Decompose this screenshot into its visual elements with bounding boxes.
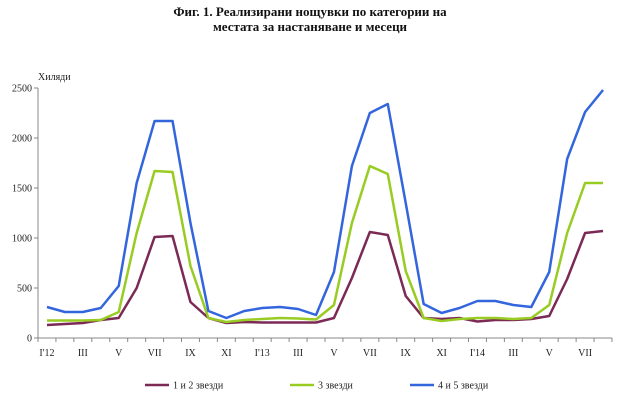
series-line-3	[46, 89, 604, 320]
chart-title-line-1: Фиг. 1. Реализирани нощувки по категории…	[173, 4, 447, 19]
x-tick-label: V	[330, 348, 338, 359]
series-lines	[46, 89, 604, 327]
x-tick-label: XI	[221, 348, 232, 359]
x-tick-label: V	[115, 348, 123, 359]
y-axis-unit: Хиляди	[38, 72, 71, 83]
x-tick-label: XI	[436, 348, 447, 359]
x-tick-label: III	[293, 348, 303, 359]
y-tick-label: 500	[17, 284, 32, 295]
x-tick-label: VII	[363, 348, 377, 359]
series-line-2	[46, 164, 604, 324]
y-tick-label: 0	[27, 334, 32, 345]
x-tick-label: III	[78, 348, 88, 359]
legend-label: 3 звезди	[318, 381, 354, 392]
y-tick-label: 2000	[12, 134, 32, 145]
x-tick-label: I'13	[255, 348, 270, 359]
legend-label: 4 и 5 звезди	[438, 381, 489, 392]
x-tick-label: VII	[148, 348, 162, 359]
chart-title-line-2: местата за настаняване и месеци	[213, 19, 408, 34]
x-tick-label: III	[508, 348, 518, 359]
legend: 1 и 2 звезди 3 звезди 4 и 5 звезди	[145, 381, 489, 392]
x-tick-label: I'12	[39, 348, 54, 359]
y-tick-label: 2500	[12, 84, 32, 95]
legend-label: 1 и 2 звезди	[173, 381, 224, 392]
y-tick-label: 1000	[12, 234, 32, 245]
x-tick-label: IX	[400, 348, 411, 359]
x-tick-label: I'14	[470, 348, 485, 359]
x-tick-label: IX	[185, 348, 196, 359]
axes: 0 500 1000 1500 2000 2500 I'12 III V VII IX XI I'13 I…	[12, 84, 613, 359]
x-tick-label: VII	[578, 348, 592, 359]
x-tick-label: V	[546, 348, 554, 359]
y-tick-label: 1500	[12, 184, 32, 195]
